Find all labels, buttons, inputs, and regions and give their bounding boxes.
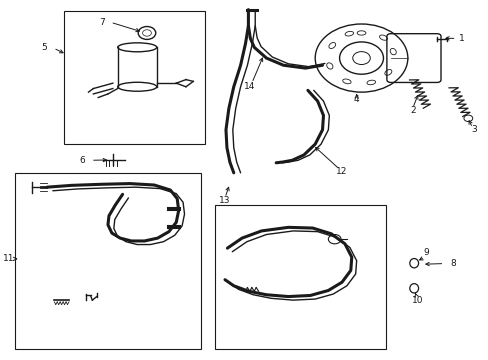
Text: 5: 5 bbox=[41, 43, 47, 52]
Bar bbox=[215, 205, 385, 348]
Text: 12: 12 bbox=[336, 167, 347, 176]
Text: 2: 2 bbox=[409, 105, 415, 114]
Text: 13: 13 bbox=[219, 196, 230, 205]
Bar bbox=[15, 173, 200, 348]
Text: 10: 10 bbox=[411, 296, 423, 305]
Text: 14: 14 bbox=[243, 82, 255, 91]
Text: 1: 1 bbox=[458, 34, 464, 43]
Text: 6: 6 bbox=[80, 156, 85, 165]
Text: 11: 11 bbox=[3, 255, 15, 264]
Text: 8: 8 bbox=[449, 259, 455, 268]
Text: 4: 4 bbox=[353, 95, 359, 104]
Bar bbox=[64, 12, 205, 144]
Text: 3: 3 bbox=[470, 125, 476, 134]
Text: 7: 7 bbox=[99, 18, 104, 27]
Text: 9: 9 bbox=[423, 248, 428, 257]
